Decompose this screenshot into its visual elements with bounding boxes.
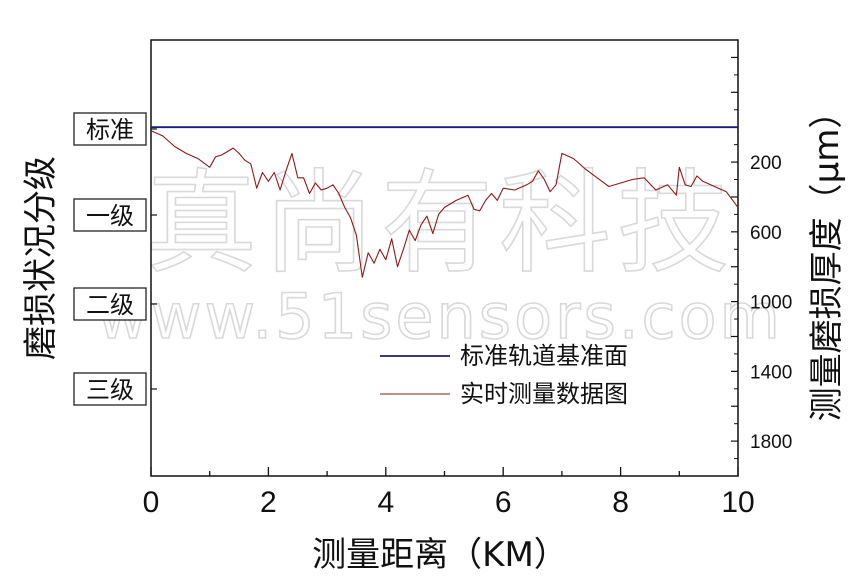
series-line-measured xyxy=(150,130,739,278)
legend: 标准轨道基准面 实时测量数据图 xyxy=(380,342,628,408)
watermark: 真尚有科技 www.51sensors.com xyxy=(96,158,783,354)
x-tick-label: 6 xyxy=(495,486,512,519)
grade-labels: 标准 一级 二级 三级 xyxy=(73,112,147,406)
grade-level3-text: 三级 xyxy=(86,376,134,404)
legend-label-measured: 实时测量数据图 xyxy=(460,380,628,408)
legend-label-baseline: 标准轨道基准面 xyxy=(460,342,628,370)
grade-label-level1: 一级 xyxy=(73,198,147,232)
x-tick-label: 8 xyxy=(612,486,629,519)
axis-ticks: 0 2 4 6 8 10 200 600 1000 1400 1800 xyxy=(143,56,792,519)
y-tick-label: 1800 xyxy=(750,432,792,453)
grade-level2-text: 二级 xyxy=(86,291,134,319)
y-tick-label: 1400 xyxy=(750,362,792,383)
right-axis-label: 测量磨损厚度（μm） xyxy=(807,95,847,422)
y-tick-label: 200 xyxy=(750,153,782,174)
grade-label-level2: 二级 xyxy=(73,287,147,321)
grade-standard-text: 标准 xyxy=(86,116,134,144)
left-axis-label: 磨损状况分级 xyxy=(21,156,61,360)
grade-level1-text: 一级 xyxy=(86,202,134,230)
y-tick-label: 1000 xyxy=(750,293,792,314)
watermark-text-cn: 真尚有科技 xyxy=(145,159,735,289)
grade-label-standard: 标准 xyxy=(73,112,147,146)
x-axis-label: 测量距离（KM） xyxy=(312,535,568,575)
x-tick-label: 4 xyxy=(377,486,394,519)
x-tick-label: 2 xyxy=(260,486,277,519)
grade-label-level3: 三级 xyxy=(73,372,147,406)
x-tick-label: 0 xyxy=(143,486,160,519)
x-tick-label: 10 xyxy=(721,486,754,519)
y-tick-label: 600 xyxy=(750,223,782,244)
watermark-text-url: www.51sensors.com xyxy=(97,280,783,353)
